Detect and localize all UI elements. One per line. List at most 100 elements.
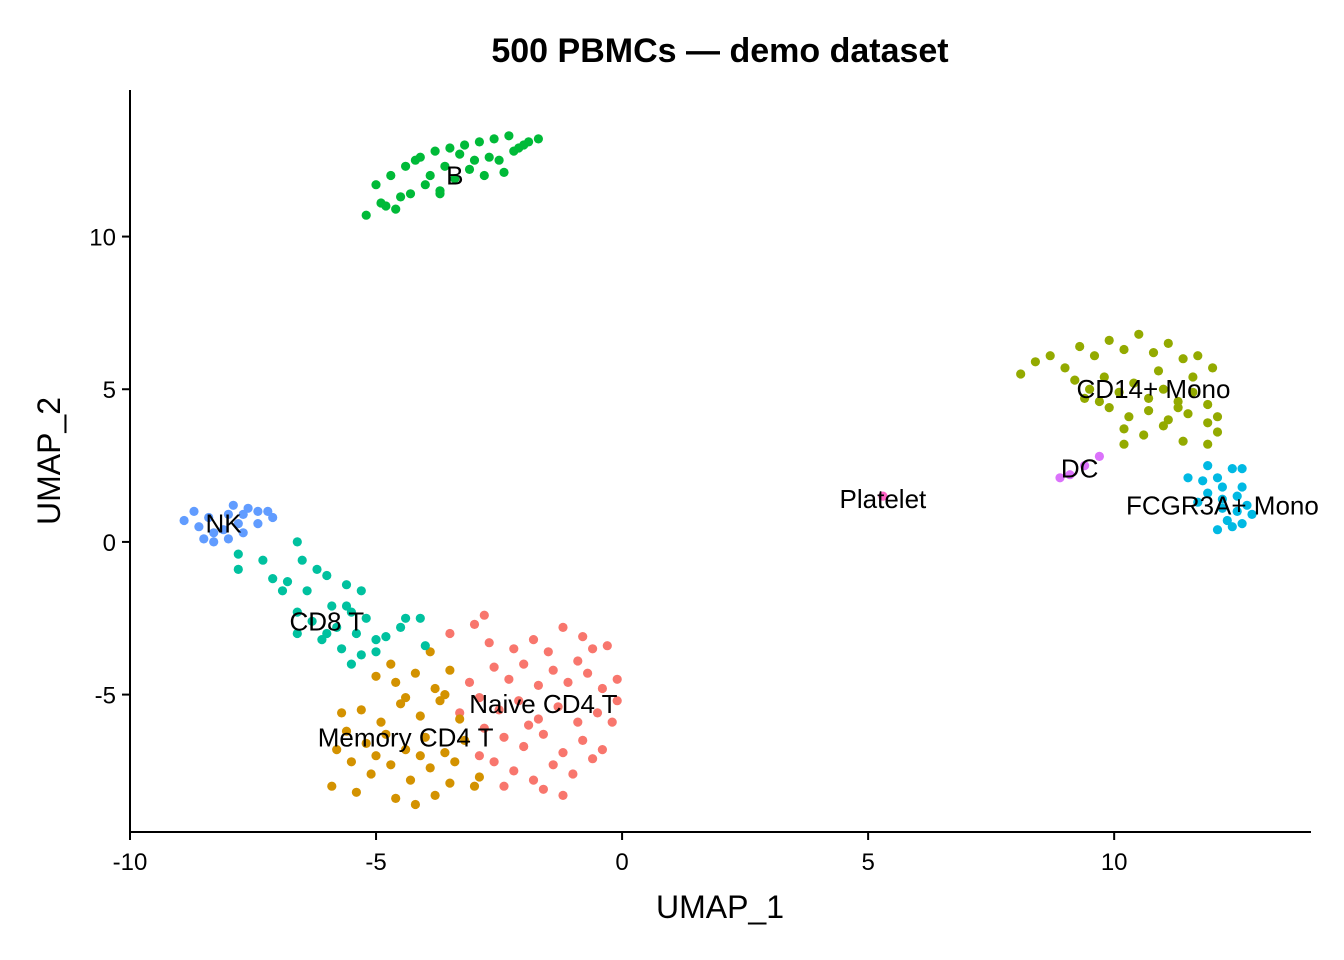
point-nk (268, 512, 278, 523)
point-cd8-t (292, 628, 302, 639)
point-b (494, 155, 504, 165)
x-tick-label: -10 (113, 849, 148, 876)
point-cd14-mono (1030, 357, 1040, 367)
x-axis-label: UMAP_1 (656, 889, 784, 925)
point-b (450, 174, 460, 184)
point-cd14-mono (1089, 351, 1100, 361)
point-naive-cd4-t (533, 680, 544, 691)
point-naive-cd4-t (479, 610, 489, 620)
point-fcgr3a-mono (1212, 473, 1223, 483)
point-nk (199, 534, 209, 544)
point-cd14-mono (1119, 424, 1129, 434)
point-nk (179, 515, 189, 526)
point-memory-cd4-t (381, 729, 391, 739)
point-b (469, 155, 480, 165)
point-dc (1080, 461, 1090, 471)
point-b (361, 210, 371, 220)
point-cd14-mono (1212, 427, 1223, 437)
point-naive-cd4-t (445, 628, 455, 639)
point-naive-cd4-t (592, 708, 603, 718)
point-b (479, 170, 489, 181)
point-cd14-mono (1070, 375, 1080, 385)
point-cd8-t (396, 622, 406, 633)
point-nk (253, 506, 263, 516)
point-cd14-mono (1104, 403, 1114, 413)
x-tick-label: 10 (1101, 849, 1128, 876)
point-nk (238, 509, 248, 519)
point-nk (218, 525, 229, 535)
point-memory-cd4-t (332, 745, 342, 755)
point-naive-cd4-t (509, 766, 519, 776)
point-cd8-t (381, 632, 391, 642)
point-nk (263, 506, 273, 516)
point-cd14-mono (1134, 329, 1144, 339)
point-naive-cd4-t (597, 683, 608, 694)
point-cd8-t (258, 555, 268, 565)
point-memory-cd4-t (445, 778, 455, 788)
point-naive-cd4-t (612, 674, 622, 684)
point-naive-cd4-t (578, 735, 588, 746)
point-cd8-t (401, 613, 411, 623)
point-memory-cd4-t (386, 659, 396, 669)
point-naive-cd4-t (524, 720, 534, 730)
point-cd14-mono (1119, 439, 1129, 449)
point-nk (223, 509, 233, 519)
point-memory-cd4-t (346, 757, 356, 767)
point-naive-cd4-t (489, 757, 499, 767)
x-tick-label: 5 (861, 849, 874, 876)
point-cd14-mono (1178, 436, 1188, 446)
point-cd14-mono (1129, 378, 1139, 388)
point-memory-cd4-t (440, 690, 450, 700)
point-cd8-t (346, 659, 356, 669)
point-memory-cd4-t (420, 732, 430, 742)
point-naive-cd4-t (558, 748, 568, 758)
point-b (396, 192, 406, 202)
point-cd14-mono (1016, 369, 1026, 379)
point-naive-cd4-t (538, 729, 549, 739)
cluster-label-cd14-mono: CD14+ Mono (1077, 374, 1231, 404)
point-cd8-t (327, 601, 337, 611)
point-cd8-t (302, 586, 312, 596)
point-b (533, 134, 544, 144)
point-cd8-t (292, 607, 302, 617)
point-cd14-mono (1193, 351, 1203, 361)
point-b (386, 170, 396, 181)
point-naive-cd4-t (484, 638, 494, 648)
point-cd14-mono (1114, 387, 1124, 397)
point-naive-cd4-t (499, 781, 509, 791)
point-cd8-t (282, 577, 293, 587)
point-b (371, 180, 381, 190)
point-b (474, 137, 484, 147)
point-nk (209, 537, 219, 547)
point-nk (223, 534, 233, 544)
point-cd8-t (341, 601, 352, 611)
point-naive-cd4-t (528, 775, 539, 785)
point-cd8-t (277, 586, 288, 596)
point-memory-cd4-t (435, 696, 445, 706)
point-cd14-mono (1080, 393, 1090, 403)
point-b (499, 167, 509, 177)
point-naive-cd4-t (612, 696, 622, 706)
cluster-label-dc: DC (1061, 454, 1099, 484)
point-nk (243, 503, 253, 513)
point-fcgr3a-mono (1237, 482, 1247, 492)
point-b (504, 131, 514, 141)
point-cd8-t (356, 586, 366, 596)
point-naive-cd4-t (573, 656, 583, 666)
point-memory-cd4-t (455, 714, 465, 724)
point-cd14-mono (1119, 344, 1129, 355)
point-memory-cd4-t (440, 748, 450, 758)
y-tick-label: 5 (103, 377, 116, 404)
point-memory-cd4-t (430, 683, 440, 694)
point-memory-cd4-t (405, 775, 416, 785)
point-memory-cd4-t (450, 757, 460, 767)
point-naive-cd4-t (479, 723, 489, 733)
point-cd14-mono (1099, 372, 1109, 382)
point-cd8-t (292, 537, 302, 547)
point-naive-cd4-t (489, 662, 499, 672)
point-memory-cd4-t (474, 772, 484, 782)
point-naive-cd4-t (568, 769, 578, 779)
point-cd14-mono (1173, 403, 1183, 413)
point-fcgr3a-mono (1203, 461, 1213, 471)
